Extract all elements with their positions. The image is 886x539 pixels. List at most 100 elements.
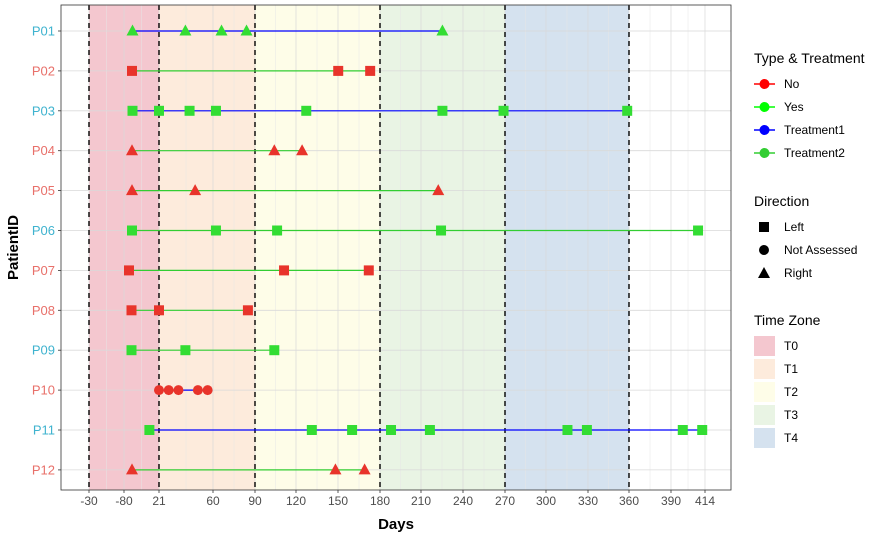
legend-fill: Time Zone T0 T1 T2 T3 T4 (754, 312, 821, 448)
data-point (210, 225, 221, 236)
patient-row-p03 (127, 105, 633, 116)
y-tick-label: P04 (32, 143, 55, 158)
legend-label: T1 (784, 362, 798, 376)
legend-key-triangle (758, 267, 770, 278)
x-tick-label: 270 (495, 494, 515, 508)
legend-label: Right (784, 266, 813, 280)
data-point (154, 385, 164, 396)
data-point (126, 463, 138, 475)
data-point (126, 345, 137, 356)
data-point (365, 65, 376, 76)
x-tick-label: 180 (370, 494, 390, 508)
data-point (279, 265, 290, 276)
data-point (179, 24, 192, 36)
patient-row-p10 (154, 385, 213, 396)
x-tick-label: 390 (661, 494, 681, 508)
data-point (215, 24, 228, 36)
data-point (562, 425, 573, 435)
legend-shape: Direction Left Not Assessed Right (754, 193, 857, 280)
data-point (333, 65, 344, 76)
x-tick-label: 330 (578, 494, 598, 508)
legend-label: Yes (784, 100, 804, 114)
data-point (240, 24, 253, 36)
legend-label: T2 (784, 385, 798, 399)
y-tick-label: P10 (32, 383, 55, 398)
patient-row-p01 (126, 24, 449, 36)
y-tick-label: P05 (32, 183, 55, 198)
y-tick-label: P09 (32, 343, 55, 358)
patient-row-p08 (126, 305, 253, 316)
data-point (347, 425, 358, 435)
legend-label: Left (784, 220, 805, 234)
data-point (437, 105, 448, 116)
data-point (677, 425, 688, 435)
legend-key-circle (759, 245, 769, 255)
x-tick-label: 21 (152, 494, 166, 508)
y-tick-label: P08 (32, 303, 55, 318)
zone-band-t1 (159, 5, 255, 490)
data-point (210, 105, 221, 116)
legend-key-fill (754, 382, 775, 402)
data-point (127, 65, 137, 76)
legend-title: Time Zone (754, 312, 821, 328)
patient-row-p05 (126, 184, 445, 196)
data-point (296, 144, 309, 156)
data-point (329, 463, 342, 475)
data-point (301, 105, 312, 116)
data-point (202, 385, 213, 396)
y-tick-label: P11 (33, 423, 55, 438)
zone-band-t2 (255, 5, 380, 490)
data-point (154, 305, 164, 316)
x-tick-label: -80 (115, 494, 133, 508)
x-tick-label: 150 (328, 494, 348, 508)
patient-row-p04 (126, 144, 309, 156)
data-point (581, 425, 592, 435)
data-point (180, 345, 191, 356)
x-tick-label: 240 (453, 494, 473, 508)
data-point (432, 184, 445, 196)
data-point (126, 184, 138, 196)
data-point (268, 144, 281, 156)
legend-key-fill (754, 405, 775, 425)
legend-label: T4 (784, 431, 798, 445)
data-point (498, 105, 509, 116)
legend-key-marker (759, 148, 770, 158)
data-point (363, 265, 374, 276)
data-point (126, 24, 139, 36)
legend-label: Treatment2 (784, 146, 845, 160)
data-point (693, 225, 704, 236)
data-point (189, 184, 202, 196)
patient-row-p07 (124, 265, 374, 276)
x-tick-label: 300 (536, 494, 556, 508)
data-point (622, 105, 633, 116)
x-tick-label: 120 (286, 494, 306, 508)
legend-title: Type & Treatment (754, 50, 865, 66)
patient-row-p02 (127, 65, 376, 76)
y-tick-label: P12 (32, 462, 55, 477)
data-point (184, 105, 195, 116)
y-tick-label: P07 (32, 263, 55, 278)
y-tick-label: P03 (32, 103, 55, 118)
data-point (358, 463, 371, 475)
data-point (424, 425, 435, 435)
data-point (127, 225, 137, 236)
legend-key-marker (759, 125, 770, 135)
data-point (126, 305, 137, 316)
x-tick-label: 90 (248, 494, 262, 508)
data-point (306, 425, 317, 435)
patient-row-p09 (126, 345, 280, 356)
y-tick-label: P02 (32, 63, 55, 78)
patient-row-p06 (127, 225, 704, 236)
y-axis-title: PatientID (5, 215, 22, 280)
data-point (697, 425, 708, 435)
data-point (192, 385, 203, 396)
data-point (173, 385, 184, 396)
legend-label: T0 (784, 339, 798, 353)
legend-line: Type & Treatment No Yes Treatment1 Treatment… (754, 50, 865, 160)
data-point (436, 225, 447, 236)
y-tick-label: P06 (32, 223, 55, 238)
x-tick-label: -30 (80, 494, 98, 508)
data-point (144, 425, 155, 435)
data-point (163, 385, 174, 396)
